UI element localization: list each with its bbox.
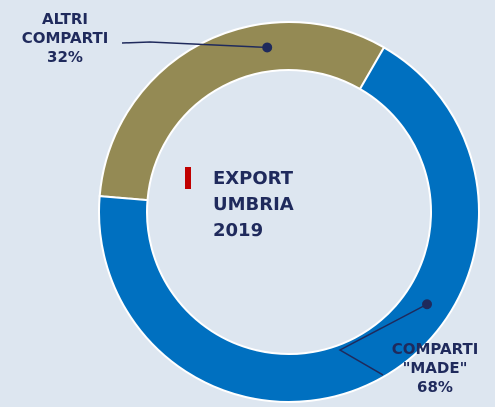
leader-line bbox=[121, 41, 268, 49]
value-label: 68% bbox=[417, 378, 453, 396]
chart-title: EXPORT UMBRIA 2019 bbox=[213, 168, 294, 241]
value-label: 32% bbox=[47, 48, 83, 66]
leader-dot bbox=[262, 42, 273, 53]
donut-segment bbox=[98, 46, 480, 403]
leader-dot bbox=[422, 299, 433, 310]
leader-line bbox=[338, 303, 428, 376]
category-label: ALTRI COMPARTI bbox=[21, 10, 109, 47]
category-label: COMPARTI "MADE" bbox=[391, 340, 479, 377]
donut-segment bbox=[98, 21, 386, 202]
title-marker bbox=[185, 167, 191, 189]
